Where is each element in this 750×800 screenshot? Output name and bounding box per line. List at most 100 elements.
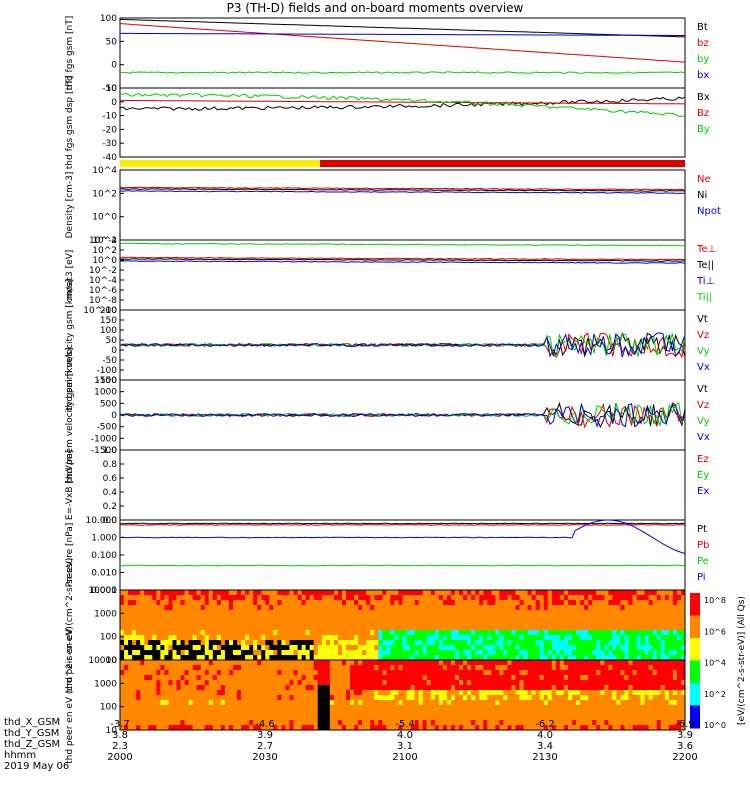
heatmap-cell: [446, 725, 452, 731]
heatmap-cell: [128, 605, 133, 611]
heatmap-cell: [483, 675, 488, 681]
heatmap-cell: [164, 675, 169, 681]
heatmap-cell: [511, 715, 516, 721]
heatmap-cell: [503, 660, 508, 666]
heatmap-cell: [434, 640, 440, 646]
heatmap-cell: [620, 725, 625, 731]
heatmap-cell: [228, 675, 234, 681]
heatmap-cell: [535, 595, 541, 601]
heatmap-cell: [341, 670, 347, 676]
heatmap-cell: [640, 635, 646, 641]
heatmap-cell: [390, 605, 395, 611]
heatmap-cell: [543, 645, 549, 651]
heatmap-cell: [463, 685, 468, 691]
heatmap-cell: [245, 675, 250, 681]
heatmap-cell: [350, 675, 355, 681]
heatmap-cell: [499, 640, 504, 646]
heatmap-cell: [233, 705, 238, 711]
heatmap-cell: [636, 610, 642, 616]
heatmap-cell: [192, 620, 198, 626]
heatmap-cell: [511, 590, 516, 596]
heatmap-cell: [600, 620, 605, 626]
heatmap-cell: [245, 640, 250, 646]
heatmap-cell: [188, 705, 194, 711]
heatmap-cell: [378, 620, 383, 626]
heatmap-cell: [515, 700, 521, 706]
heatmap-cell: [414, 690, 420, 696]
heatmap-cell: [156, 650, 161, 656]
heatmap-cell: [124, 710, 129, 716]
y-tick-label: -30: [102, 139, 117, 149]
heatmap-cell: [600, 670, 605, 676]
heatmap-cell: [652, 725, 658, 731]
heatmap-cell: [543, 605, 549, 611]
heatmap-cell: [168, 705, 173, 711]
y-tick-label: 0.2: [103, 502, 117, 512]
heatmap-cell: [394, 665, 399, 671]
heatmap-cell: [301, 660, 307, 666]
heatmap-cell: [612, 595, 617, 601]
heatmap-cell: [467, 665, 472, 671]
heatmap-cell: [410, 685, 416, 691]
heatmap-cell: [265, 635, 270, 641]
heatmap-cell: [414, 700, 420, 706]
heatmap-cell: [220, 675, 226, 681]
heatmap-cell: [249, 710, 254, 716]
heatmap-cell: [382, 685, 387, 691]
heatmap-cell: [233, 605, 238, 611]
heatmap-cell: [156, 660, 161, 666]
heatmap-cell: [366, 710, 371, 716]
heatmap-cell: [350, 625, 355, 631]
heatmap-cell: [341, 625, 347, 631]
heatmap-cell: [543, 640, 549, 646]
heatmap-cell: [531, 590, 537, 596]
heatmap-cell: [567, 715, 573, 721]
heatmap-cell: [325, 690, 331, 696]
heatmap-cell: [212, 660, 218, 666]
heatmap-cell: [269, 660, 274, 666]
heatmap-cell: [471, 590, 476, 596]
heatmap-cell: [450, 640, 456, 646]
heatmap-cell: [180, 595, 186, 601]
heatmap-cell: [337, 675, 343, 681]
heatmap-cell: [124, 685, 129, 691]
heatmap-cell: [503, 670, 508, 676]
heatmap-cell: [168, 640, 173, 646]
heatmap-cell: [350, 665, 355, 671]
heatmap-cell: [644, 645, 650, 651]
heatmap-cell: [346, 630, 351, 636]
heatmap-cell: [612, 715, 617, 721]
heatmap-cell: [220, 615, 226, 621]
heatmap-cell: [309, 635, 315, 641]
heatmap-cell: [200, 640, 206, 646]
heatmap-cell: [188, 675, 194, 681]
heatmap-cell: [668, 685, 674, 691]
date-label: 2019 May 06: [4, 761, 70, 772]
heatmap-cell: [491, 700, 496, 706]
heatmap-cell: [269, 640, 274, 646]
heatmap-cell: [442, 675, 448, 681]
heatmap-cell: [382, 620, 387, 626]
heatmap-cell: [208, 670, 214, 676]
heatmap-cell: [136, 700, 141, 706]
heatmap-cell: [362, 670, 367, 676]
heatmap-cell: [648, 615, 654, 621]
heatmap-cell: [572, 650, 577, 656]
heatmap-cell: [257, 610, 262, 616]
heatmap-cell: [309, 620, 315, 626]
heatmap-cell: [592, 720, 597, 726]
y-tick-label: -20: [102, 125, 117, 135]
heatmap-cell: [382, 660, 387, 666]
heatmap-cell: [128, 615, 133, 621]
heatmap-cell: [576, 665, 581, 671]
heatmap-cell: [535, 705, 541, 711]
heatmap-cell: [208, 595, 214, 601]
heatmap-cell: [648, 685, 654, 691]
heatmap-cell: [672, 610, 678, 616]
heatmap-cell: [608, 720, 613, 726]
heatmap-cell: [414, 625, 420, 631]
heatmap-cell: [398, 685, 403, 691]
heatmap-cell: [648, 595, 654, 601]
heatmap-cell: [450, 650, 456, 656]
heatmap-cell: [491, 605, 496, 611]
